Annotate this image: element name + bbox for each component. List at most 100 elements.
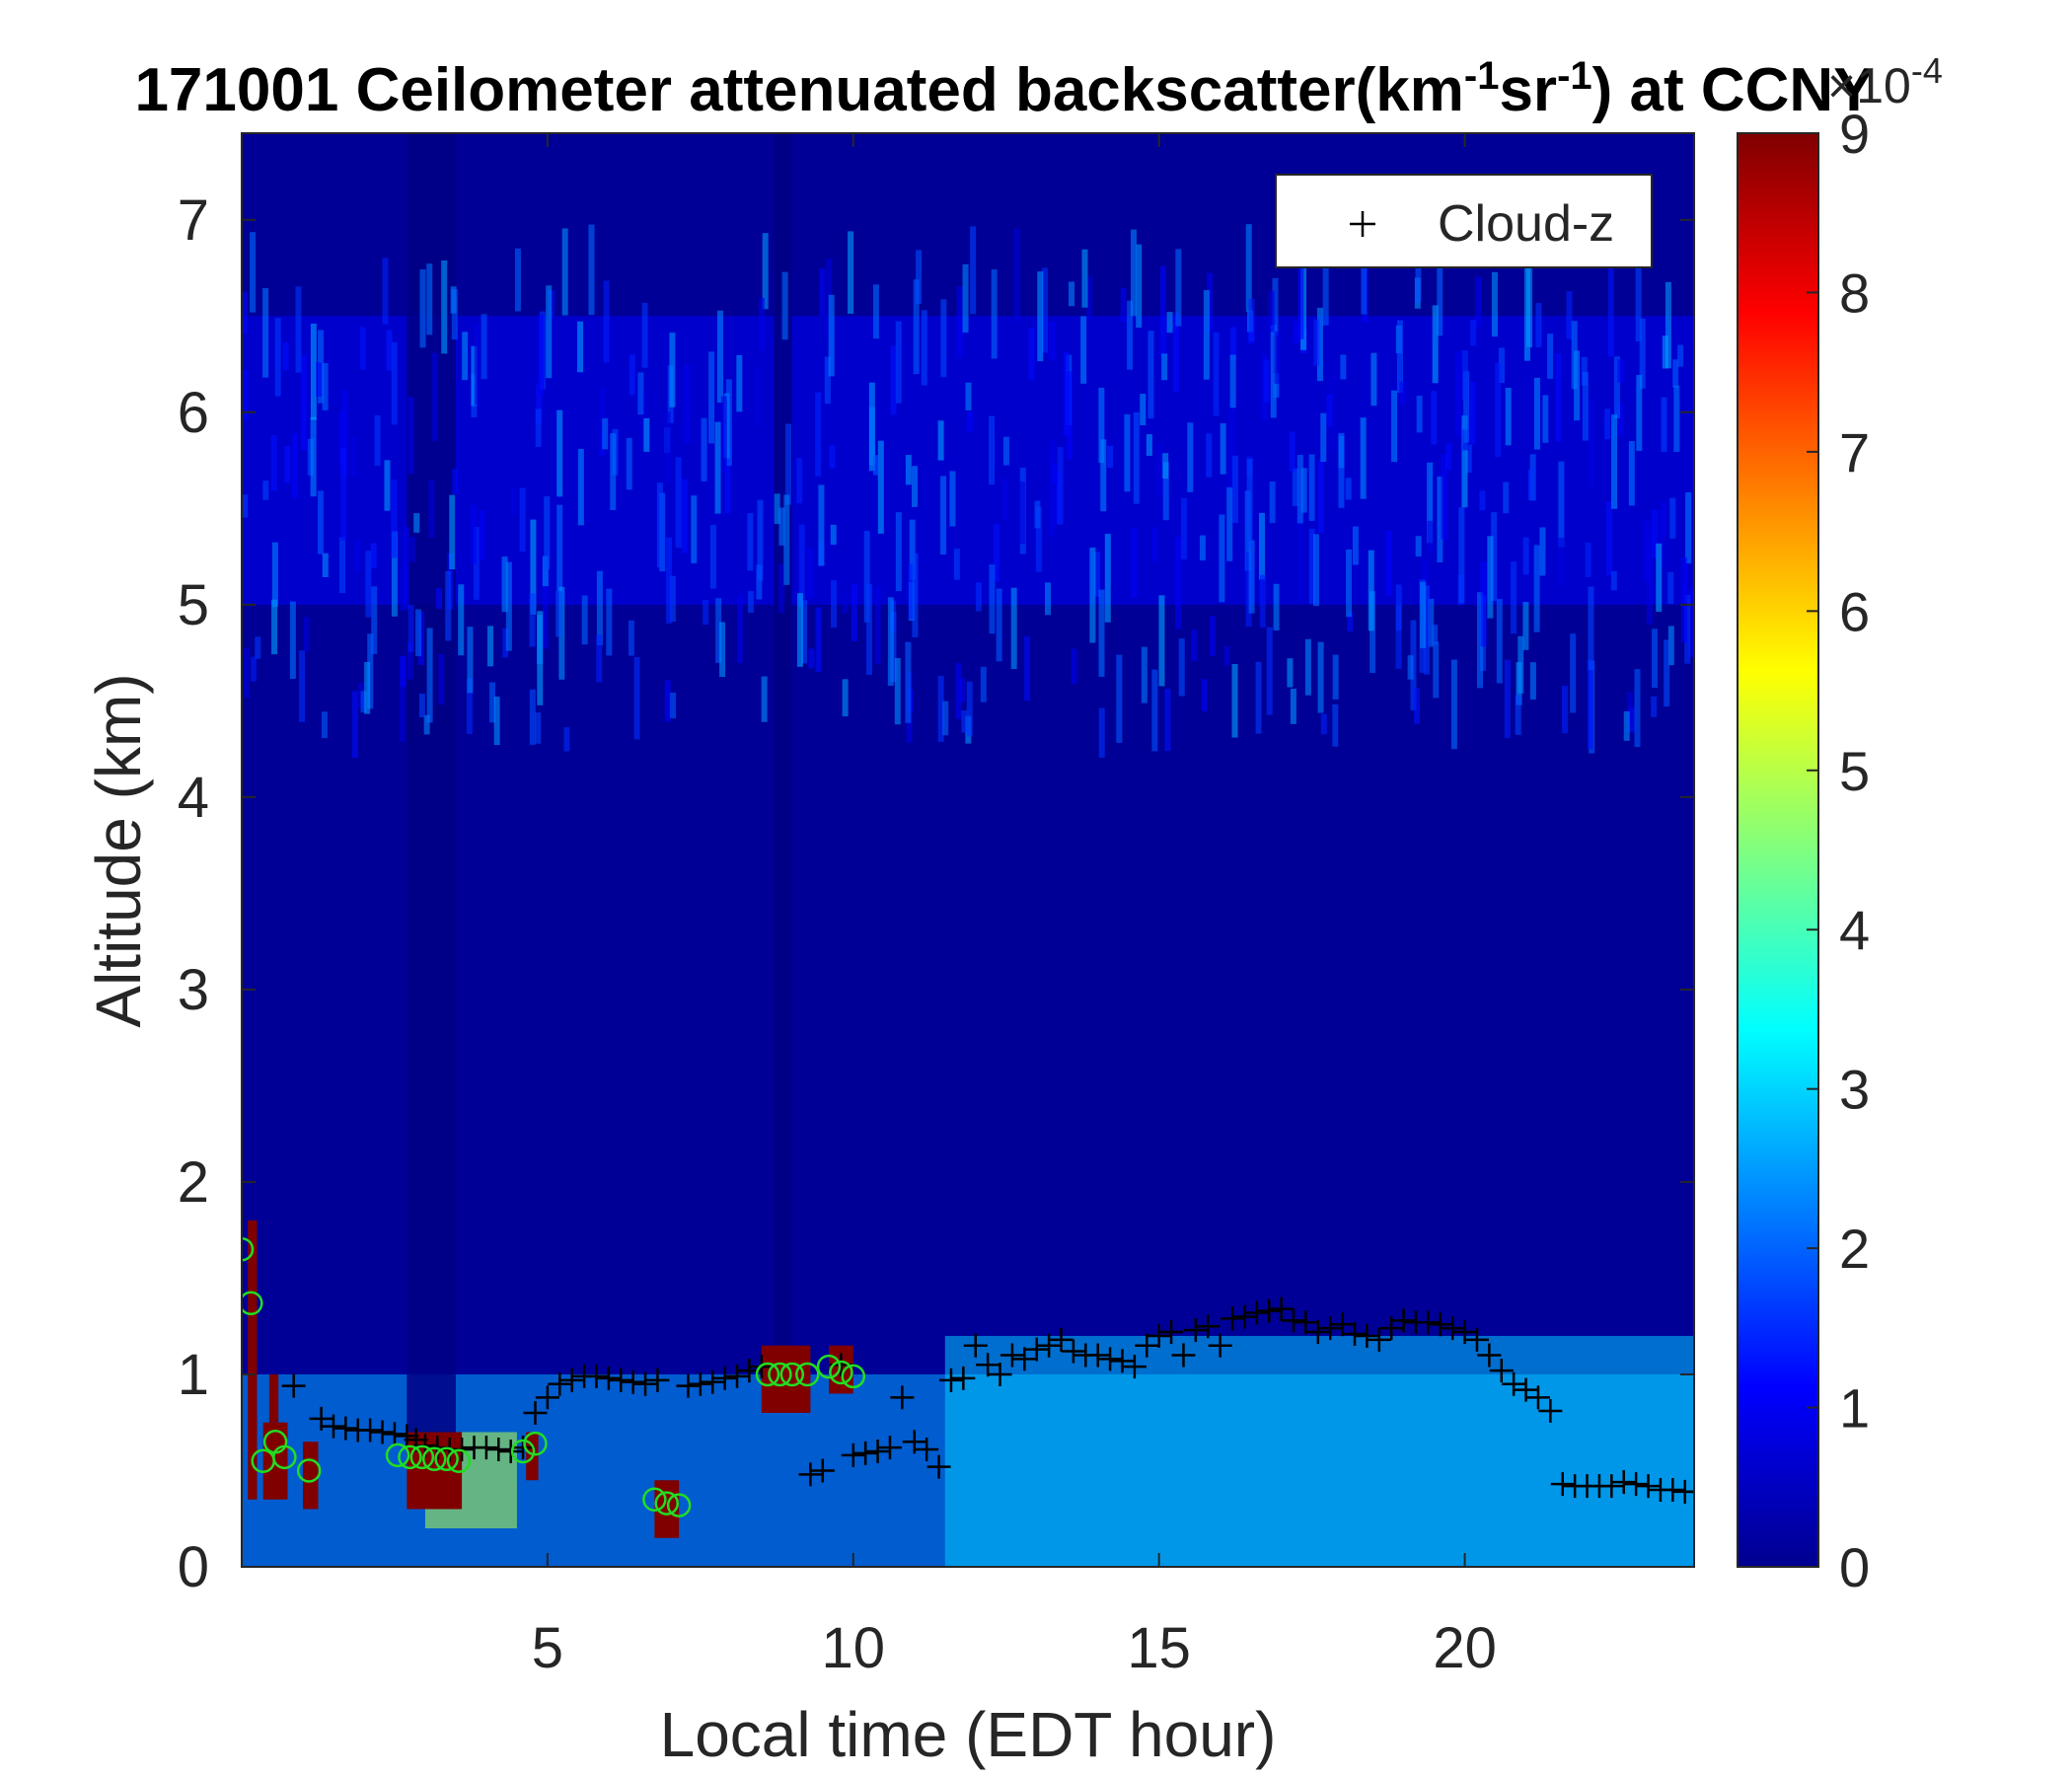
heatmap-speckle bbox=[535, 712, 542, 744]
heatmap-speckle bbox=[801, 600, 808, 664]
cloud-z-point bbox=[1147, 1323, 1171, 1348]
heatmap-speckle bbox=[1533, 545, 1540, 632]
heatmap-speckle bbox=[1517, 635, 1524, 694]
heatmap-speckle bbox=[242, 370, 249, 421]
colorbar-tick-label: 7 bbox=[1839, 421, 1870, 483]
heatmap-speckle bbox=[783, 494, 790, 585]
heatmap-speckle bbox=[1049, 322, 1056, 360]
cloud-z-point bbox=[1269, 1296, 1294, 1321]
heatmap-speckle bbox=[1659, 510, 1665, 568]
heatmap-speckle bbox=[656, 482, 663, 568]
heatmap-speckle bbox=[1322, 261, 1329, 326]
chart-title: 171001 Ceilometer attenuated backscatter… bbox=[134, 54, 1874, 124]
heatmap-speckle bbox=[371, 586, 378, 654]
heatmap-speckle bbox=[1437, 476, 1443, 562]
heatmap-column-4 bbox=[407, 133, 456, 1433]
heatmap-speckle bbox=[1338, 435, 1345, 508]
heatmap-speckle bbox=[1461, 350, 1468, 401]
heatmap-speckle bbox=[1071, 648, 1077, 685]
title-part-sup2: -1 bbox=[1557, 54, 1592, 98]
heatmap-speckle bbox=[1581, 356, 1588, 386]
heatmap-speckle bbox=[1230, 327, 1237, 360]
heatmap-speckle bbox=[1268, 290, 1275, 333]
cloud-z-point bbox=[1538, 1399, 1563, 1424]
heatmap-speckle bbox=[1089, 547, 1096, 643]
heatmap-speckle bbox=[322, 363, 329, 410]
heatmap-speckle bbox=[1329, 375, 1336, 451]
heatmap-speckle bbox=[1162, 462, 1169, 521]
heatmap-speckle bbox=[1613, 356, 1620, 419]
cloud-z-point bbox=[1012, 1347, 1037, 1371]
heatmap-speckle bbox=[626, 437, 632, 490]
cloud-z-point bbox=[382, 1422, 407, 1446]
heatmap-speckle bbox=[445, 570, 452, 641]
heatmap-speckle bbox=[989, 564, 996, 634]
heatmap-speckle bbox=[949, 471, 956, 527]
heatmap-speckle bbox=[1432, 305, 1439, 384]
heatmap-speckle bbox=[1304, 638, 1311, 696]
heatmap-speckle bbox=[993, 523, 999, 582]
cloud-z-point bbox=[633, 1371, 658, 1396]
heatmap-speckle bbox=[502, 628, 509, 658]
colorbar-tick-label: 4 bbox=[1839, 899, 1870, 961]
heatmap-speckle bbox=[851, 583, 857, 642]
heatmap-speckle bbox=[1269, 481, 1276, 524]
heatmap-speckle bbox=[1292, 468, 1298, 506]
heatmap-speckle bbox=[514, 248, 521, 312]
heatmap-speckle bbox=[961, 710, 968, 733]
heatmap-speckle bbox=[1611, 414, 1618, 509]
cloud-z-point bbox=[853, 1441, 878, 1465]
circle-marker-point bbox=[523, 1431, 548, 1456]
heatmap-speckle bbox=[1522, 537, 1529, 575]
heatmap-speckle bbox=[1479, 490, 1486, 511]
heatmap-speckle bbox=[1527, 469, 1534, 501]
heatmap-speckle bbox=[542, 555, 549, 587]
cloud-z-point bbox=[1208, 1333, 1232, 1358]
heatmap-speckle bbox=[1558, 461, 1565, 548]
circle-marker-point bbox=[829, 1360, 853, 1385]
heatmap-speckle bbox=[341, 390, 348, 478]
heatmap-speckle bbox=[449, 494, 456, 570]
heatmap-speckle bbox=[1175, 249, 1182, 327]
heatmap-speckle bbox=[701, 417, 707, 481]
cloud-z-point bbox=[1232, 1304, 1257, 1329]
heatmap-speckle bbox=[354, 539, 361, 571]
colorbar-tick-label: 1 bbox=[1839, 1377, 1870, 1440]
heatmap-speckle bbox=[382, 258, 389, 325]
heatmap-speckle bbox=[1270, 325, 1277, 418]
heatmap-speckle bbox=[778, 507, 785, 546]
heatmap-speckle bbox=[872, 284, 879, 339]
heatmap-speckle bbox=[1320, 713, 1327, 735]
cloud-z-point bbox=[1379, 1316, 1404, 1341]
heatmap-layer bbox=[242, 133, 1694, 1567]
saturated-block-0 bbox=[248, 1220, 258, 1500]
heatmap-speckle bbox=[598, 429, 605, 457]
heatmap-speckle bbox=[921, 310, 927, 386]
cloud-z-point bbox=[474, 1436, 498, 1460]
circle-marker-point bbox=[409, 1444, 435, 1470]
heatmap-speckle bbox=[537, 615, 544, 665]
cloud-z-point bbox=[926, 1454, 951, 1479]
heatmap-speckle bbox=[708, 351, 715, 444]
heatmap-speckle bbox=[535, 408, 542, 447]
heatmap-speckle bbox=[1326, 395, 1333, 427]
heatmap-speckle bbox=[911, 466, 918, 507]
heatmap-speckle bbox=[937, 675, 944, 742]
heatmap-speckle bbox=[1231, 663, 1238, 738]
heatmap-speckle bbox=[1013, 228, 1020, 323]
heatmap-speckle bbox=[824, 356, 831, 405]
heatmap-speckle bbox=[912, 553, 919, 637]
heatmap-speckle bbox=[316, 362, 323, 398]
heatmap-speckle bbox=[364, 661, 371, 714]
heatmap-speckle bbox=[908, 563, 915, 620]
heatmap-speckle bbox=[317, 490, 324, 555]
x-tick-label: 15 bbox=[1127, 1616, 1191, 1680]
heatmap-speckle bbox=[1639, 318, 1646, 389]
cloud-z-point bbox=[902, 1430, 926, 1454]
heatmap-speckle bbox=[1661, 397, 1667, 452]
heatmap-speckle bbox=[1037, 271, 1044, 362]
y-tick-label: 5 bbox=[178, 573, 209, 637]
cloud-z-point bbox=[1282, 1308, 1306, 1333]
heatmap-speckle bbox=[1068, 281, 1074, 307]
heatmap-speckle bbox=[1219, 514, 1225, 603]
